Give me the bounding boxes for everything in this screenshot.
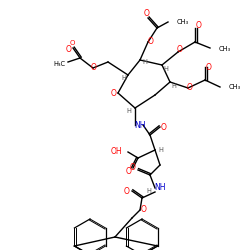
Text: O: O bbox=[66, 46, 72, 54]
Text: O: O bbox=[126, 166, 132, 175]
Text: O: O bbox=[144, 10, 150, 18]
Text: H: H bbox=[172, 83, 176, 89]
Text: H: H bbox=[142, 59, 148, 65]
Text: H₃C: H₃C bbox=[53, 61, 65, 67]
Text: CH₃: CH₃ bbox=[219, 46, 231, 52]
Text: O: O bbox=[206, 62, 212, 72]
Text: CH₃: CH₃ bbox=[229, 84, 241, 90]
Text: O: O bbox=[130, 164, 136, 172]
Text: H: H bbox=[158, 147, 164, 153]
Text: O: O bbox=[69, 40, 75, 46]
Text: O: O bbox=[196, 22, 202, 30]
Text: O: O bbox=[111, 88, 117, 98]
Text: H: H bbox=[126, 108, 132, 114]
Text: O: O bbox=[177, 46, 183, 54]
Text: H: H bbox=[164, 66, 168, 72]
Text: O: O bbox=[124, 186, 130, 196]
Text: O: O bbox=[148, 38, 154, 46]
Text: O: O bbox=[141, 206, 147, 214]
Text: H: H bbox=[146, 188, 152, 194]
Text: CH₃: CH₃ bbox=[177, 19, 189, 25]
Text: O: O bbox=[161, 122, 167, 132]
Text: OH: OH bbox=[110, 148, 122, 156]
Text: NH: NH bbox=[154, 184, 166, 192]
Text: O: O bbox=[91, 62, 97, 72]
Text: NH: NH bbox=[134, 122, 146, 130]
Text: O: O bbox=[187, 84, 193, 92]
Text: H: H bbox=[122, 75, 126, 81]
